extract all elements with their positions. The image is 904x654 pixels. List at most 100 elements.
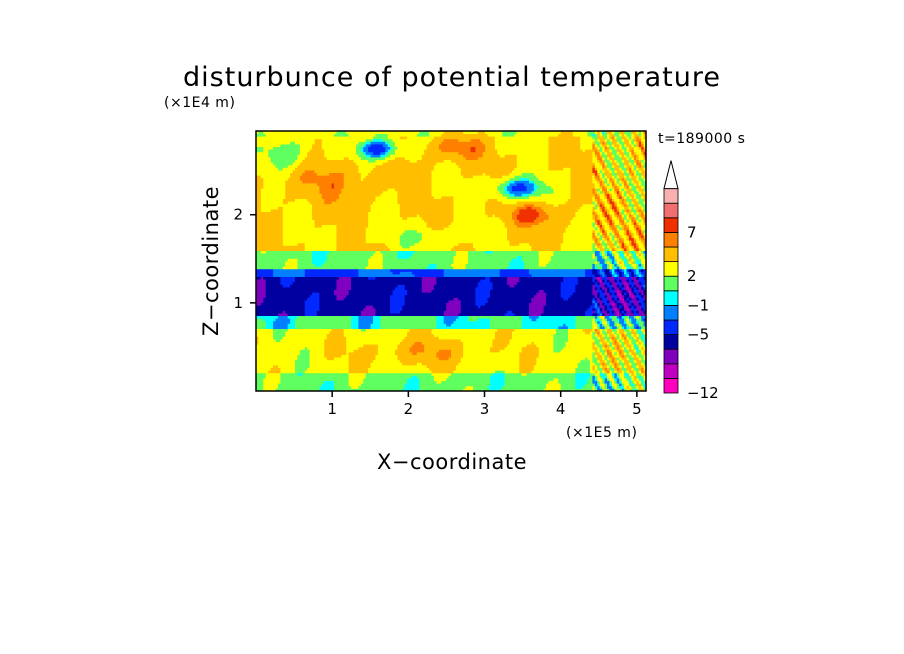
field-cell — [524, 331, 527, 335]
field-cell — [412, 357, 415, 361]
field-cell — [463, 328, 467, 332]
field-cell — [568, 315, 571, 319]
field-cell — [616, 362, 620, 366]
field-cell — [390, 352, 393, 355]
field-cell — [553, 380, 557, 384]
field-cell — [472, 354, 476, 358]
field-cell — [621, 323, 625, 327]
field-cell — [373, 380, 376, 384]
field-cell — [363, 378, 367, 381]
field-cell — [548, 385, 552, 389]
field-cell — [477, 344, 481, 348]
field-cell — [458, 339, 462, 342]
field-cell — [287, 323, 291, 327]
field-cell — [460, 313, 464, 316]
field-cell — [514, 320, 518, 324]
field-cell — [526, 310, 530, 314]
field-cell — [280, 315, 284, 319]
field-cell — [492, 388, 496, 392]
field-cell — [334, 362, 337, 366]
field-cell — [604, 365, 608, 368]
field-cell — [319, 339, 323, 342]
field-cell — [436, 323, 440, 327]
field-cell — [468, 346, 471, 350]
field-cell — [619, 380, 623, 384]
field-cell — [397, 352, 401, 355]
field-cell — [265, 310, 269, 314]
field-cell — [338, 326, 342, 329]
field-cell — [380, 359, 384, 363]
field-cell — [268, 372, 272, 376]
field-cell — [416, 336, 420, 340]
field-cell — [626, 380, 630, 384]
field-cell — [580, 370, 584, 374]
field-cell — [560, 315, 564, 319]
field-cell — [385, 344, 389, 348]
field-cell — [412, 310, 415, 314]
field-cell — [292, 378, 296, 381]
field-cell — [265, 333, 269, 337]
field-cell — [494, 318, 498, 322]
field-cell — [631, 333, 635, 337]
field-cell — [324, 320, 328, 324]
field-cell — [363, 367, 367, 371]
field-cell — [399, 367, 403, 371]
field-cell — [260, 362, 264, 366]
field-cell — [285, 333, 289, 337]
field-cell — [621, 336, 625, 340]
field-cell — [616, 333, 620, 337]
field-cell — [611, 331, 615, 335]
field-cell — [511, 362, 515, 366]
field-cell — [424, 354, 428, 358]
field-cell — [599, 328, 603, 332]
field-cell — [324, 385, 328, 389]
field-cell — [341, 333, 345, 337]
field-cell — [492, 359, 496, 363]
field-cell — [287, 336, 291, 340]
field-cell — [480, 378, 484, 381]
field-cell — [455, 388, 459, 392]
field-cell — [565, 346, 569, 350]
field-cell — [550, 385, 554, 389]
field-cell — [285, 315, 289, 319]
field-cell — [358, 352, 362, 355]
field-cell — [453, 323, 457, 327]
field-cell — [402, 367, 406, 371]
field-cell — [592, 333, 596, 337]
field-cell — [268, 359, 272, 363]
field-cell — [511, 365, 515, 368]
field-cell — [329, 341, 332, 345]
field-cell — [407, 370, 410, 374]
field-cell — [382, 328, 386, 332]
field-cell — [321, 333, 325, 337]
field-cell — [336, 328, 340, 332]
field-cell — [360, 318, 364, 322]
field-cell — [324, 372, 328, 376]
field-cell — [643, 344, 647, 348]
field-cell — [360, 336, 364, 340]
field-cell — [314, 378, 318, 381]
field-cell — [502, 326, 506, 329]
field-cell — [463, 313, 467, 316]
field-cell — [397, 315, 401, 319]
field-cell — [370, 375, 374, 379]
field-cell — [514, 333, 518, 337]
field-cell — [265, 359, 269, 363]
field-cell — [448, 352, 452, 355]
field-cell — [436, 341, 440, 345]
field-cell — [268, 367, 272, 371]
field-cell — [280, 331, 284, 335]
field-cell — [292, 352, 296, 355]
field-cell — [394, 346, 398, 350]
field-cell — [470, 339, 474, 342]
field-cell — [277, 388, 281, 392]
field-cell — [636, 352, 640, 355]
field-cell — [314, 380, 318, 384]
field-cell — [275, 357, 279, 361]
field-cell — [582, 388, 586, 392]
field-cell — [597, 365, 601, 368]
field-cell — [507, 365, 510, 368]
field-cell — [458, 333, 462, 337]
field-cell — [453, 339, 457, 342]
field-cell — [580, 383, 584, 387]
